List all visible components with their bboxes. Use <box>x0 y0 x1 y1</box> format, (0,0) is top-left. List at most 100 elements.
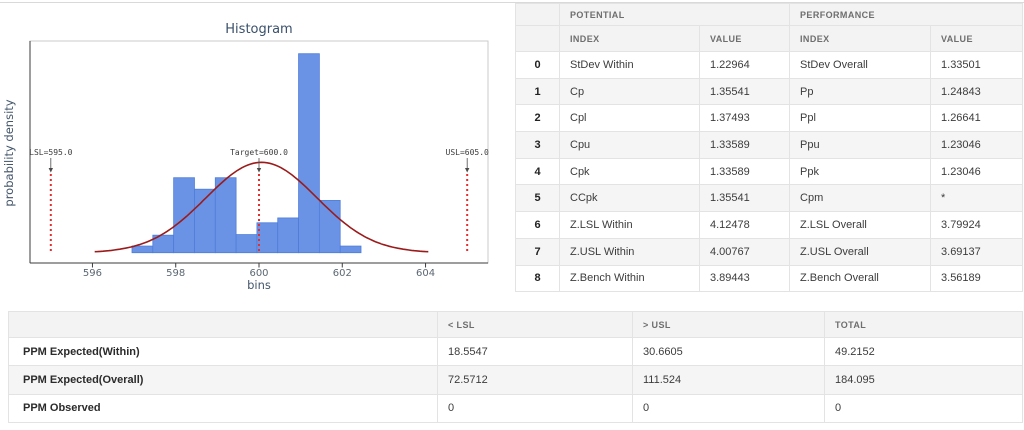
potential-group-header: POTENTIAL <box>558 3 791 26</box>
row-label-cell: PPM Expected(Within) <box>8 336 438 367</box>
index-column-header: INDEX <box>559 25 700 52</box>
index-cell: StDev Overall <box>789 51 932 79</box>
histogram-bar <box>235 234 258 254</box>
ppm-table: < LSL > USL TOTAL PPM Expected(Within) 18… <box>8 311 1023 423</box>
histogram-bar <box>131 245 154 254</box>
row-index-cell: 1 <box>515 77 560 106</box>
value-cell: * <box>930 184 1024 213</box>
blank-header-cell <box>8 311 438 338</box>
value-cell: 1.22964 <box>698 51 791 79</box>
table-row: 8 Z.Bench Within 3.89443 Z.Bench Overall 3.5… <box>515 264 1024 293</box>
value-cell: 49.2152 <box>824 336 1023 367</box>
capability-sub-header-row: INDEX VALUE INDEX VALUE <box>515 25 1024 52</box>
value-cell: 1.26641 <box>930 104 1024 133</box>
row-label-cell: PPM Observed <box>8 393 438 423</box>
value-cell: 3.89443 <box>698 264 791 293</box>
normal-curve <box>94 161 429 253</box>
table-row: PPM Observed 0 0 0 <box>8 393 1023 423</box>
row-index-cell: 4 <box>515 157 560 186</box>
total-column-header: TOTAL <box>824 311 1023 338</box>
histogram-bar <box>277 217 299 254</box>
value-cell: 1.33589 <box>698 131 791 159</box>
value-cell: 0 <box>824 393 1023 423</box>
value-cell: 1.24843 <box>930 77 1024 106</box>
index-cell: Pp <box>789 77 932 106</box>
index-cell: Z.Bench Within <box>559 264 700 293</box>
value-cell: 1.37493 <box>698 104 791 133</box>
chart-title: Histogram <box>225 22 292 37</box>
value-cell: 1.23046 <box>930 157 1024 186</box>
x-axis-label: bins <box>247 278 271 292</box>
table-row: 0 StDev Within 1.22964 StDev Overall 1.33501 <box>515 51 1024 79</box>
value-cell: 18.5547 <box>437 336 633 367</box>
y-axis-label: probability density <box>2 99 16 206</box>
value-cell: 184.095 <box>824 365 1023 395</box>
value-cell: 1.33589 <box>698 157 791 186</box>
index-cell: Cp <box>559 77 700 106</box>
value-column-header: VALUE <box>930 25 1024 52</box>
table-row: 7 Z.USL Within 4.00767 Z.USL Overall 3.69137 <box>515 237 1024 266</box>
histogram-bar <box>173 177 195 254</box>
index-cell: StDev Within <box>559 51 700 79</box>
histogram-chart: Histogram LSL=595.0 Target=600.0 USL=605.0… <box>2 22 490 292</box>
table-row: 3 Cpu 1.33589 Ppu 1.23046 <box>515 131 1024 159</box>
top-divider <box>0 2 1024 3</box>
row-label-cell: PPM Expected(Overall) <box>8 365 438 395</box>
index-cell: Z.LSL Within <box>559 211 700 239</box>
value-cell: 30.6605 <box>632 336 825 367</box>
index-column-header: INDEX <box>789 25 932 52</box>
performance-group-header: PERFORMANCE <box>789 3 1024 26</box>
histogram-panel: Histogram LSL=595.0 Target=600.0 USL=605.0… <box>0 0 512 300</box>
table-row: 2 Cpl 1.37493 Ppl 1.26641 <box>515 104 1024 133</box>
row-index-cell: 2 <box>515 104 560 133</box>
x-tick-label: 598 <box>166 268 185 279</box>
index-cell: Cpm <box>789 184 932 213</box>
index-cell: Z.USL Overall <box>789 237 932 266</box>
value-cell: 1.23046 <box>930 131 1024 159</box>
histogram-bar <box>339 245 362 254</box>
table-row: PPM Expected(Within) 18.5547 30.6605 49.215… <box>8 336 1023 367</box>
row-index-cell: 3 <box>515 131 560 159</box>
row-index-cell: 8 <box>515 264 560 293</box>
spec-label: USL=605.0 <box>446 148 490 157</box>
blank-header-cell <box>515 25 560 52</box>
value-column-header: VALUE <box>698 25 791 52</box>
index-cell: CCpk <box>559 184 700 213</box>
value-cell: 3.56189 <box>930 264 1024 293</box>
value-cell: 1.33501 <box>930 51 1024 79</box>
lsl-column-header: < LSL <box>437 311 633 338</box>
x-tick-label: 602 <box>333 268 352 279</box>
row-index-cell: 5 <box>515 184 560 213</box>
index-cell: Z.Bench Overall <box>789 264 932 293</box>
spec-arrowhead <box>48 168 54 173</box>
x-tick-label: 604 <box>416 268 435 279</box>
x-tick-label: 596 <box>83 268 102 279</box>
usl-column-header: > USL <box>632 311 825 338</box>
index-cell: Cpl <box>559 104 700 133</box>
capability-group-header-row: POTENTIAL PERFORMANCE <box>515 3 1024 26</box>
index-cell: Z.USL Within <box>559 237 700 266</box>
value-cell: 4.12478 <box>698 211 791 239</box>
row-index-cell: 0 <box>515 51 560 79</box>
table-row: 6 Z.LSL Within 4.12478 Z.LSL Overall 3.79924 <box>515 211 1024 239</box>
histogram-bar <box>298 53 320 254</box>
index-cell: Cpk <box>559 157 700 186</box>
spec-label: LSL=595.0 <box>29 148 73 157</box>
index-cell: Ppu <box>789 131 932 159</box>
index-cell: Z.LSL Overall <box>789 211 932 239</box>
histogram-bar <box>214 177 237 254</box>
histogram-bar <box>318 199 341 254</box>
table-row: 4 Cpk 1.33589 Ppk 1.23046 <box>515 157 1024 186</box>
row-index-cell: 7 <box>515 237 560 266</box>
ppm-header-row: < LSL > USL TOTAL <box>8 311 1023 338</box>
table-row: 5 CCpk 1.35541 Cpm * <box>515 184 1024 213</box>
value-cell: 3.69137 <box>930 237 1024 266</box>
blank-header-cell <box>515 3 560 26</box>
value-cell: 4.00767 <box>698 237 791 266</box>
spec-arrowhead <box>464 168 470 173</box>
value-cell: 0 <box>437 393 633 423</box>
table-row: PPM Expected(Overall) 72.5712 111.524 184.0… <box>8 365 1023 395</box>
index-cell: Cpu <box>559 131 700 159</box>
value-cell: 111.524 <box>632 365 825 395</box>
value-cell: 1.35541 <box>698 77 791 106</box>
